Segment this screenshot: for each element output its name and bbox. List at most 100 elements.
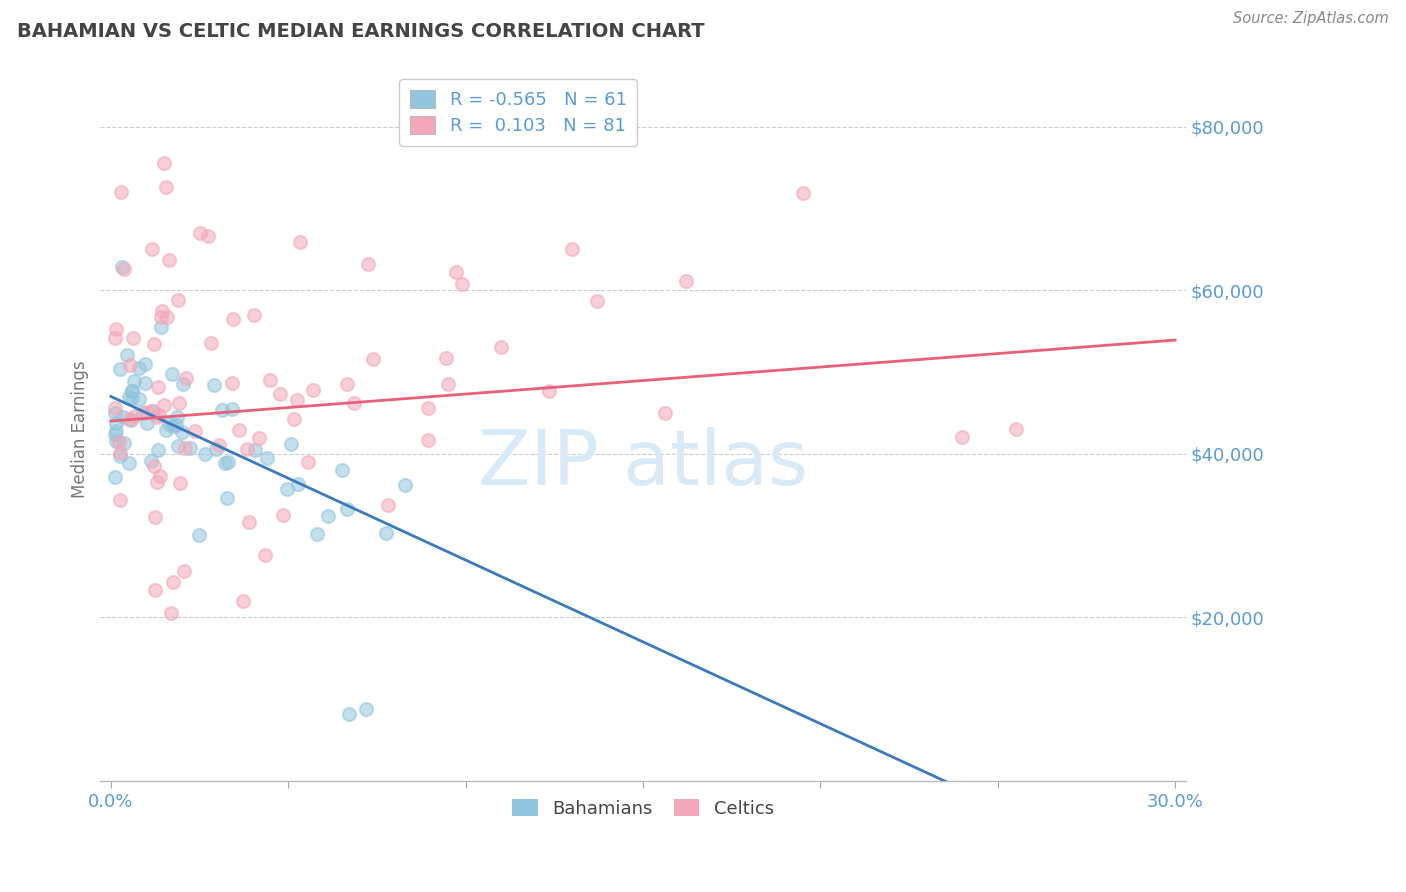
Text: BAHAMIAN VS CELTIC MEDIAN EARNINGS CORRELATION CHART: BAHAMIAN VS CELTIC MEDIAN EARNINGS CORRE… bbox=[17, 22, 704, 41]
Point bbox=[162, 575, 184, 590]
Point bbox=[561, 242, 583, 256]
Point bbox=[136, 405, 159, 419]
Point bbox=[103, 469, 125, 483]
Point bbox=[336, 377, 359, 392]
Point bbox=[108, 492, 131, 507]
Point bbox=[208, 438, 231, 452]
Point bbox=[108, 434, 131, 449]
Point bbox=[243, 442, 266, 457]
Point bbox=[134, 376, 156, 390]
Point bbox=[153, 398, 176, 412]
Point bbox=[166, 410, 188, 425]
Point bbox=[115, 348, 138, 362]
Point bbox=[287, 477, 309, 491]
Point bbox=[217, 491, 239, 505]
Point bbox=[179, 442, 201, 456]
Point bbox=[205, 442, 228, 457]
Point bbox=[256, 450, 278, 465]
Point bbox=[451, 277, 474, 292]
Point bbox=[585, 293, 607, 308]
Point bbox=[290, 235, 312, 250]
Point bbox=[336, 501, 359, 516]
Point bbox=[169, 475, 191, 490]
Point bbox=[538, 384, 561, 399]
Point bbox=[104, 427, 127, 442]
Point bbox=[316, 508, 339, 523]
Point bbox=[111, 260, 134, 274]
Point bbox=[418, 401, 440, 416]
Point bbox=[444, 265, 467, 279]
Point bbox=[285, 392, 308, 407]
Point bbox=[301, 384, 323, 398]
Point bbox=[108, 449, 131, 463]
Point bbox=[243, 308, 266, 322]
Point bbox=[160, 367, 183, 381]
Point bbox=[134, 358, 156, 372]
Point bbox=[143, 509, 166, 524]
Point bbox=[259, 373, 281, 387]
Point bbox=[202, 378, 225, 392]
Point bbox=[143, 458, 166, 473]
Point bbox=[170, 425, 193, 439]
Y-axis label: Median Earnings: Median Earnings bbox=[72, 360, 89, 498]
Point bbox=[146, 380, 169, 394]
Point bbox=[176, 371, 198, 385]
Point bbox=[1004, 422, 1026, 436]
Point bbox=[132, 406, 155, 420]
Point bbox=[232, 594, 254, 608]
Point bbox=[142, 404, 165, 418]
Point bbox=[276, 482, 298, 496]
Point bbox=[343, 396, 366, 410]
Point bbox=[141, 242, 163, 256]
Point bbox=[124, 409, 146, 424]
Point bbox=[165, 418, 187, 433]
Point bbox=[157, 253, 180, 268]
Point bbox=[394, 477, 416, 491]
Point bbox=[357, 257, 380, 271]
Point bbox=[153, 156, 176, 170]
Point bbox=[156, 310, 179, 324]
Legend: Bahamians, Celtics: Bahamians, Celtics bbox=[505, 791, 782, 825]
Point bbox=[273, 508, 295, 523]
Point bbox=[356, 702, 378, 716]
Point bbox=[145, 583, 167, 598]
Point bbox=[104, 416, 127, 430]
Point bbox=[135, 416, 157, 430]
Point bbox=[675, 274, 697, 288]
Point bbox=[103, 401, 125, 415]
Point bbox=[437, 376, 460, 391]
Point bbox=[149, 320, 172, 334]
Point bbox=[330, 463, 353, 477]
Point bbox=[489, 340, 512, 354]
Point bbox=[110, 186, 132, 200]
Point bbox=[184, 424, 207, 438]
Point bbox=[112, 261, 135, 276]
Point bbox=[167, 396, 190, 410]
Text: Source: ZipAtlas.com: Source: ZipAtlas.com bbox=[1233, 11, 1389, 26]
Point bbox=[162, 418, 184, 433]
Point bbox=[112, 409, 135, 424]
Point bbox=[149, 310, 172, 325]
Point bbox=[280, 437, 302, 451]
Point bbox=[143, 336, 166, 351]
Point bbox=[238, 515, 260, 529]
Point bbox=[172, 376, 194, 391]
Point bbox=[167, 439, 190, 453]
Point bbox=[950, 430, 973, 444]
Point bbox=[253, 548, 276, 562]
Point bbox=[121, 384, 143, 399]
Point bbox=[418, 434, 440, 448]
Point bbox=[155, 180, 177, 194]
Text: ZIP atlas: ZIP atlas bbox=[478, 427, 808, 501]
Point bbox=[105, 322, 128, 336]
Point bbox=[157, 417, 180, 432]
Point bbox=[117, 412, 139, 426]
Point bbox=[361, 352, 384, 367]
Point bbox=[118, 358, 141, 372]
Point bbox=[194, 447, 217, 461]
Point bbox=[139, 454, 162, 468]
Point bbox=[110, 362, 132, 376]
Point bbox=[121, 331, 143, 345]
Point bbox=[214, 457, 236, 471]
Point bbox=[105, 425, 128, 439]
